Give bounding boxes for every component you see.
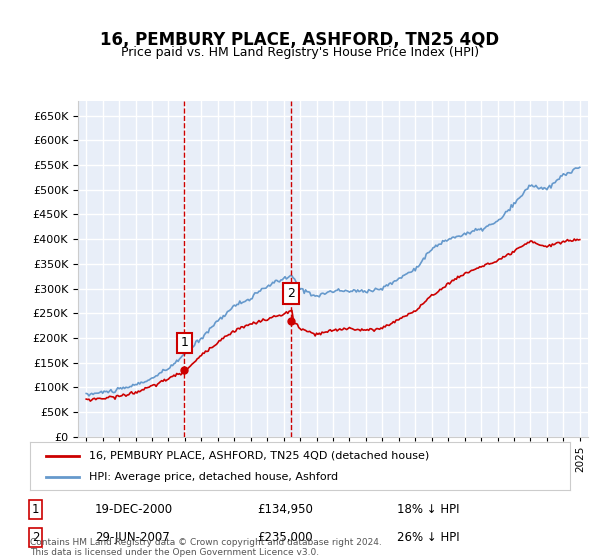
Text: 1: 1 [32,503,39,516]
Text: 2: 2 [287,287,295,300]
Point [179,366,189,375]
Text: 18% ↓ HPI: 18% ↓ HPI [397,503,460,516]
Text: 1: 1 [181,337,188,349]
Text: £134,950: £134,950 [257,503,313,516]
Text: HPI: Average price, detached house, Ashford: HPI: Average price, detached house, Ashf… [89,472,338,482]
Text: Contains HM Land Registry data © Crown copyright and database right 2024.
This d: Contains HM Land Registry data © Crown c… [30,538,382,557]
Text: 16, PEMBURY PLACE, ASHFORD, TN25 4QD (detached house): 16, PEMBURY PLACE, ASHFORD, TN25 4QD (de… [89,451,430,461]
Text: £235,000: £235,000 [257,531,313,544]
Text: 29-JUN-2007: 29-JUN-2007 [95,531,170,544]
Text: Price paid vs. HM Land Registry's House Price Index (HPI): Price paid vs. HM Land Registry's House … [121,46,479,59]
Text: 16, PEMBURY PLACE, ASHFORD, TN25 4QD: 16, PEMBURY PLACE, ASHFORD, TN25 4QD [100,31,500,49]
Text: 19-DEC-2000: 19-DEC-2000 [95,503,173,516]
Text: 26% ↓ HPI: 26% ↓ HPI [397,531,460,544]
Point [286,316,296,325]
Text: 2: 2 [32,531,39,544]
